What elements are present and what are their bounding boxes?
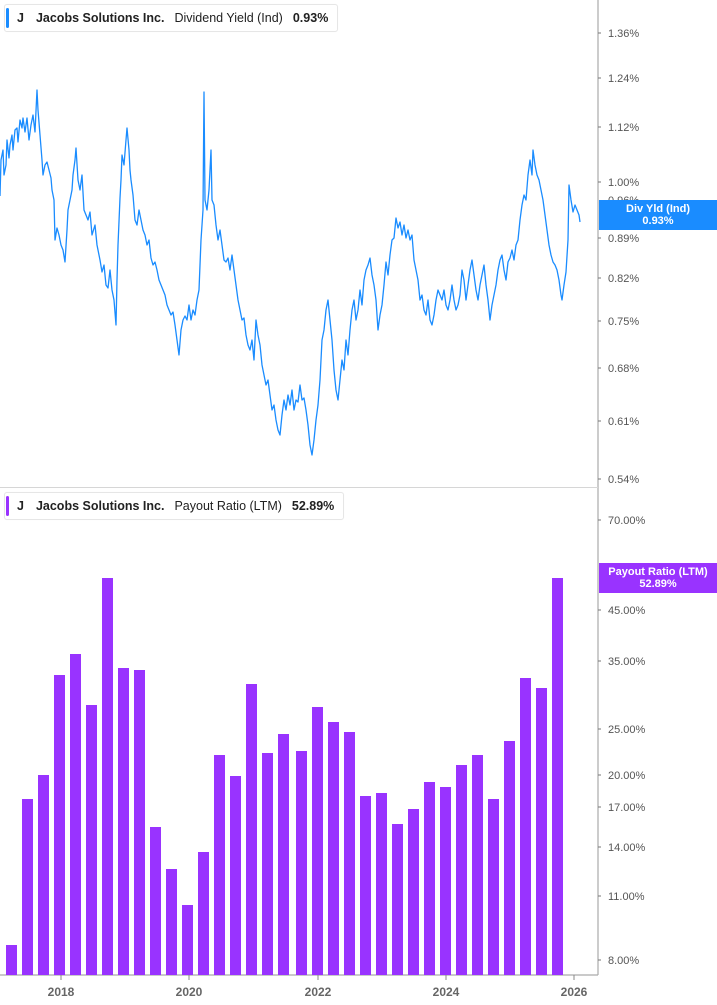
bar <box>472 755 483 975</box>
y-axis-labels: 1.36% 1.24% 1.12% 1.00% 0.96% 0.89% 0.82… <box>608 28 639 486</box>
y-tick-label: 8.00% <box>608 955 639 967</box>
y-tick-label: 45.00% <box>608 605 646 617</box>
badge-label: Div Yld (Ind) <box>626 203 690 215</box>
dividend-yield-chart: 1.36% 1.24% 1.12% 1.00% 0.96% 0.89% 0.82… <box>0 0 639 488</box>
bar <box>166 869 177 975</box>
bar <box>214 755 225 975</box>
payout-ratio-bars <box>6 578 563 975</box>
payout-ratio-legend[interactable]: J Jacobs Solutions Inc. Payout Ratio (LT… <box>4 492 345 520</box>
x-tick-label: 2020 <box>176 985 203 999</box>
bar <box>376 793 387 975</box>
y-tick-label: 20.00% <box>608 770 646 782</box>
series-color-swatch <box>6 496 9 516</box>
bar <box>328 722 339 975</box>
legend-value: 52.89% <box>291 499 335 513</box>
bar <box>22 799 33 975</box>
y-tick-label: 0.82% <box>608 273 639 285</box>
x-tick-label: 2024 <box>433 985 460 999</box>
y-tick-label: 25.00% <box>608 724 646 736</box>
bar <box>198 852 209 975</box>
bar <box>134 670 145 975</box>
bar <box>150 827 161 975</box>
y-tick-label: 35.00% <box>608 656 646 668</box>
bar <box>86 705 97 975</box>
bar <box>182 905 193 975</box>
bar <box>392 824 403 975</box>
y-tick-label: 14.00% <box>608 842 646 854</box>
bar <box>296 751 307 975</box>
dividend-yield-legend[interactable]: J Jacobs Solutions Inc. Dividend Yield (… <box>4 4 339 32</box>
x-axis-ticks <box>60 975 575 980</box>
bar <box>118 668 129 975</box>
bar <box>504 741 515 975</box>
legend-metric: Payout Ratio (LTM) <box>174 499 282 513</box>
panel-divider[interactable] <box>0 487 598 488</box>
y-tick-label: 1.24% <box>608 73 639 85</box>
badge-value: 52.89% <box>639 578 677 590</box>
bar <box>230 776 241 975</box>
bar <box>520 678 531 975</box>
bar <box>424 782 435 975</box>
y-tick-label: 11.00% <box>608 891 645 903</box>
y-tick-label: 17.00% <box>608 802 646 814</box>
legend-ticker: J <box>17 11 24 25</box>
bar <box>440 787 451 975</box>
bar <box>246 684 257 975</box>
x-axis-labels: 2018 2020 2022 2024 2026 <box>48 985 588 999</box>
bar <box>262 753 273 975</box>
bar <box>552 578 563 975</box>
legend-value: 0.93% <box>292 11 329 25</box>
dividend-yield-line <box>0 89 581 456</box>
y-axis-ticks <box>598 32 601 480</box>
bar <box>360 796 371 975</box>
bar <box>456 765 467 975</box>
x-tick-label: 2026 <box>561 985 588 999</box>
bar <box>102 578 113 975</box>
dividend-yield-badge: Div Yld (Ind) 0.93% <box>599 200 717 230</box>
y-tick-label: 70.00% <box>608 515 646 527</box>
y-tick-label: 1.36% <box>608 28 639 40</box>
series-color-swatch <box>6 8 9 28</box>
y-tick-label: 0.54% <box>608 474 639 486</box>
legend-company: Jacobs Solutions Inc. <box>35 499 165 513</box>
bar <box>38 775 49 975</box>
y-tick-label: 0.75% <box>608 316 639 328</box>
bar <box>344 732 355 975</box>
payout-ratio-badge: Payout Ratio (LTM) 52.89% <box>599 563 717 593</box>
bar <box>6 945 17 975</box>
bar <box>312 707 323 975</box>
bar <box>488 799 499 975</box>
bar <box>54 675 65 975</box>
y-tick-label: 0.61% <box>608 416 639 428</box>
legend-company: Jacobs Solutions Inc. <box>35 11 165 25</box>
bar <box>536 688 547 975</box>
y-tick-label: 0.68% <box>608 363 639 375</box>
x-tick-label: 2018 <box>48 985 75 999</box>
y-tick-label: 1.12% <box>608 122 639 134</box>
y-tick-label: 1.00% <box>608 177 639 189</box>
badge-value: 0.93% <box>642 215 674 227</box>
bar <box>408 809 419 975</box>
bar <box>70 654 81 975</box>
legend-ticker: J <box>17 499 24 513</box>
x-tick-label: 2022 <box>305 985 332 999</box>
bar <box>278 734 289 975</box>
legend-metric: Dividend Yield (Ind) <box>174 11 283 25</box>
badge-label: Payout Ratio (LTM) <box>608 566 708 578</box>
y-tick-label: 0.89% <box>608 233 639 245</box>
